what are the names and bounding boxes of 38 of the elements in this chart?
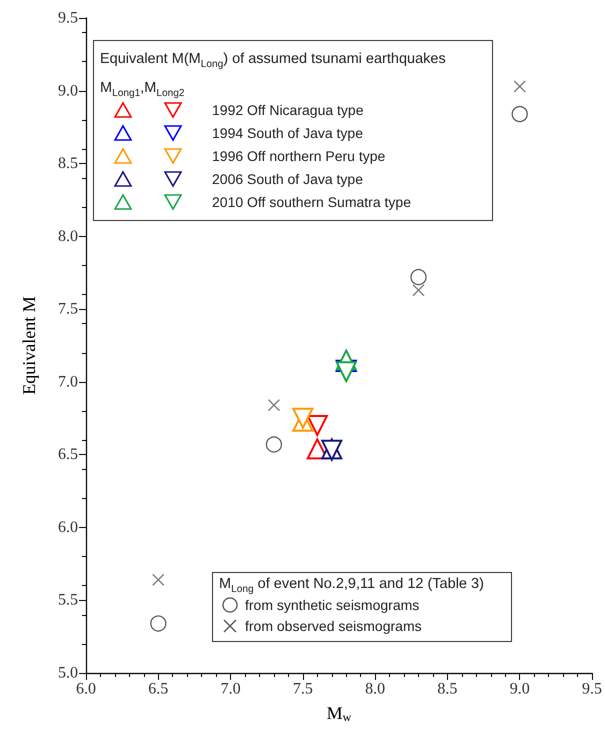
point: [266, 436, 282, 453]
legend-label: 1994 South of Java type: [212, 125, 363, 142]
x-tick-label: 9.5: [582, 680, 602, 698]
x-tick-label: 6.0: [76, 680, 96, 698]
y-tick-label: 5.5: [58, 592, 78, 609]
legend-title: Equivalent M(M$_{Long}$) of assumed tsunami earthquakes: [100, 51, 447, 70]
x-tick-label: 6.5: [148, 680, 168, 698]
point: [152, 574, 164, 586]
annotation: M$_{Long1}$,M$_{Long2}$: [100, 80, 186, 99]
y-tick-label: 6.0: [58, 518, 78, 536]
y-tick-label: 8.5: [58, 155, 78, 172]
legend-label: 2010 Off southern Sumatra type: [212, 194, 411, 210]
y-tick-label: 7.0: [58, 373, 78, 390]
point: [512, 106, 528, 122]
x-tick-label: 9.0: [510, 680, 530, 698]
y-tick-label: 5.0: [58, 664, 78, 682]
y-tick-label: 9.0: [58, 82, 78, 100]
x-tick-label: 7.5: [292, 680, 313, 698]
point: [268, 399, 280, 412]
annotation: M$_{Long}$ of event No.2,9,11 and 12 (Table 3): [219, 576, 485, 595]
y-tick-label: 6.5: [58, 446, 78, 464]
point: [150, 615, 166, 632]
x-tick-label: 8.5: [437, 680, 458, 698]
x-tick-label: 8.0: [365, 680, 386, 698]
legend-label: 1992 Off Nicaragua type: [212, 102, 364, 118]
point: [412, 284, 425, 296]
y-tick-label: 7.5: [58, 300, 78, 318]
y-tick-label: 8.0: [58, 228, 78, 245]
y-axis-title: Equivalent M: [19, 296, 39, 395]
point: [514, 80, 526, 93]
legend-label: 1996 Off northern Peru type: [212, 148, 386, 164]
point: [410, 268, 427, 286]
legend-label: from observed seismograms: [245, 618, 422, 634]
legend-label: from synthetic seismograms: [245, 597, 420, 614]
legend-label: 2006 South of Java type: [212, 171, 363, 188]
x-tick-label: 7.0: [220, 680, 241, 698]
y-tick-label: 9.5: [58, 10, 78, 26]
point: [306, 415, 328, 436]
